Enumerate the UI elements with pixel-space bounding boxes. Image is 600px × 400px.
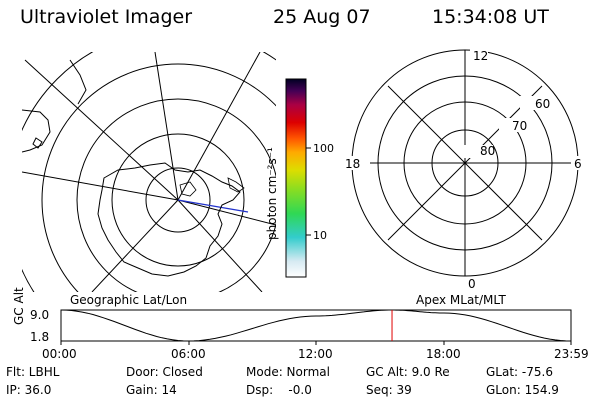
mlt-diagonal (387, 85, 543, 241)
x-tick-label: 18:00 (426, 347, 461, 361)
colorbar-tick-label-10: 10 (313, 229, 327, 242)
status-gain: Gain: 14 (126, 383, 177, 397)
label-backdrop (499, 118, 527, 132)
status-gc-alt: GC Alt: 9.0 Re (366, 365, 450, 379)
status-dsp: Dsp: -0.0 (246, 383, 312, 397)
x-tick-label: 12:00 (298, 347, 333, 361)
observation-date: 25 Aug 07 (273, 6, 371, 28)
observation-time: 15:34:08 UT (432, 6, 549, 28)
x-tick-label: 06:00 (171, 347, 206, 361)
mlt-label-0: 0 (468, 277, 476, 291)
geo-meridian (154, 52, 179, 201)
colorbar (285, 78, 307, 278)
label-backdrop (464, 145, 493, 158)
geo-meridian (22, 171, 179, 201)
geo-meridian (91, 199, 179, 292)
geo-lat-circle (76, 98, 276, 292)
right-panel-caption: Apex MLat/MLT (416, 293, 506, 307)
landmass-coastline (22, 109, 51, 153)
mlat-label-80: 80 (480, 144, 495, 158)
mlt-label-12: 12 (473, 49, 488, 63)
status-door: Door: Closed (126, 365, 203, 379)
mlat-label-60: 60 (535, 97, 550, 111)
mlt-label-6: 6 (574, 157, 582, 171)
status-ip: IP: 36.0 (6, 383, 52, 397)
magnetic-polar-plot: 12 18 6 0 80 70 60 (340, 48, 585, 291)
geo-meridian (177, 199, 276, 226)
geo-lat-circle (111, 133, 245, 267)
label-backdrop (470, 48, 488, 62)
geo-meridian (177, 199, 263, 292)
geo-lat-circle (145, 167, 211, 233)
landmass-coastline (69, 59, 87, 105)
label-backdrop (520, 96, 550, 110)
geo-meridian (177, 52, 261, 201)
label-backdrop (466, 278, 480, 290)
status-glon: GLon: 154.9 (486, 383, 559, 397)
label-backdrop (571, 156, 585, 170)
dayside-line (177, 199, 249, 213)
y-tick-label-top: 9.0 (30, 308, 50, 322)
geo-lat-circle (41, 63, 276, 292)
island-coastline (227, 177, 245, 193)
island-coastline (32, 137, 43, 149)
antarctica-coastline (97, 162, 241, 277)
colorbar-label: photon cm⁻²s⁻¹ (265, 147, 279, 240)
x-tick-label: 23:59 (554, 347, 589, 361)
status-filter: Flt: LBHL (6, 365, 60, 379)
coast-detail (179, 181, 197, 197)
geo-meridian (24, 59, 179, 201)
y-tick-label-bottom: 1.8 (30, 330, 50, 344)
geographic-map (22, 52, 276, 292)
instrument-title: Ultraviolet Imager (20, 6, 193, 28)
label-backdrop (340, 156, 370, 170)
mlat-label-70: 70 (512, 119, 527, 133)
left-panel-caption: Geographic Lat/Lon (70, 293, 188, 307)
status-mode: Mode: Normal (246, 365, 330, 379)
mlt-label-18: 18 (345, 157, 360, 171)
status-seq: Seq: 39 (366, 383, 412, 397)
x-tick-label: 00:00 (42, 347, 77, 361)
status-glat: GLat: -75.6 (486, 365, 553, 379)
colorbar-tick-label-100: 100 (313, 142, 334, 155)
timeline-ylabel: GC Alt (12, 287, 26, 325)
